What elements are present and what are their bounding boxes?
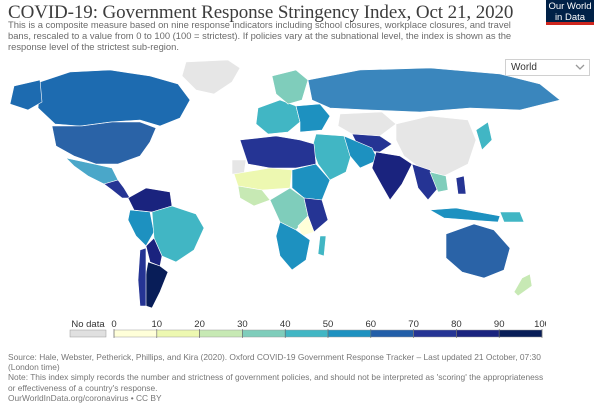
country-canada[interactable] — [37, 69, 191, 127]
legend-bin-1 — [156, 329, 200, 338]
legend-tick-label: 0 — [111, 319, 116, 330]
country-russia[interactable] — [307, 67, 561, 113]
logo-line-2: in Data — [554, 11, 586, 23]
legend-bin-0 — [113, 329, 158, 338]
country-argentina[interactable] — [143, 261, 169, 309]
legend-tick-label: 20 — [194, 319, 205, 330]
legend-tick-label: 30 — [237, 319, 248, 330]
country-papua-new-guinea[interactable] — [499, 211, 525, 223]
source-line-2: (London time) — [8, 362, 60, 373]
region-japan[interactable] — [475, 121, 493, 151]
chevron-down-icon — [575, 64, 585, 70]
legend-bin-7 — [413, 329, 457, 338]
country-indonesia[interactable] — [429, 207, 501, 223]
note-line-2: or effectiveness of a country's response… — [8, 382, 158, 393]
legend-tick-label: 90 — [494, 319, 505, 330]
country-alaska[interactable] — [9, 79, 43, 111]
region-select-value: World — [511, 62, 537, 73]
color-legend: No data 0 10 20 30 40 50 60 70 80 90 100 — [66, 318, 550, 342]
chart-title: COVID-19: Government Response Stringency… — [8, 2, 514, 23]
region-select[interactable]: World — [505, 59, 590, 76]
source-line-1: Source: Hale, Webster, Petherick, Philli… — [8, 352, 541, 362]
country-western-sahara[interactable] — [231, 159, 247, 175]
country-greenland[interactable] — [181, 60, 241, 95]
logo-line-1: Our World — [548, 1, 592, 12]
owid-logo[interactable]: Our World in Data — [546, 0, 594, 25]
region-scandinavia[interactable] — [271, 69, 309, 105]
legend-bin-6 — [370, 329, 414, 338]
legend-no-data-label: No data — [71, 319, 105, 330]
country-philippines[interactable] — [455, 175, 467, 195]
legend-bin-4 — [284, 329, 329, 338]
chart-subtitle: This is a composite measure based on nin… — [8, 19, 512, 52]
chart-footer: Source: Hale, Webster, Petherick, Philli… — [8, 352, 588, 403]
region-western-europe[interactable] — [255, 99, 301, 135]
country-india[interactable] — [371, 151, 413, 201]
legend-scale: No data 0 10 20 30 40 50 60 70 80 90 100 — [69, 319, 550, 338]
country-australia[interactable] — [445, 223, 511, 279]
country-madagascar[interactable] — [317, 235, 327, 257]
region-central-america[interactable] — [103, 179, 131, 199]
legend-bin-2 — [199, 329, 243, 338]
region-north-africa[interactable] — [239, 135, 317, 169]
legend-tick-label: 100 — [534, 319, 546, 330]
country-chile[interactable] — [137, 247, 147, 307]
legend-bin-8 — [456, 329, 500, 338]
country-kazakhstan[interactable] — [337, 111, 397, 137]
legend-tick-label: 60 — [366, 319, 377, 330]
legend-bin-3 — [242, 329, 286, 338]
region-bolivia[interactable] — [145, 237, 163, 267]
legend-bin-5 — [327, 329, 372, 338]
note-line-1: Note: This index simply records the numb… — [8, 372, 544, 383]
source-link[interactable]: OurWorldInData.org/coronavirus • CC BY — [8, 392, 162, 403]
world-map[interactable] — [0, 60, 600, 310]
legend-bin-9 — [498, 329, 543, 338]
legend-tick-label: 10 — [152, 319, 163, 330]
region-east-africa[interactable] — [303, 197, 329, 233]
region-peru[interactable] — [127, 209, 155, 247]
region-iran[interactable] — [343, 135, 379, 169]
legend-tick-label: 70 — [408, 319, 419, 330]
region-southern-africa[interactable] — [275, 221, 311, 271]
legend-tick-label: 50 — [323, 319, 334, 330]
legend-no-data-swatch — [69, 329, 107, 338]
country-new-zealand[interactable] — [513, 273, 533, 297]
region-west-africa[interactable] — [237, 185, 271, 207]
region-southeast-asia[interactable] — [411, 163, 441, 201]
country-usa[interactable] — [51, 121, 157, 165]
legend-tick-label: 40 — [280, 319, 291, 330]
region-indochina[interactable] — [429, 171, 449, 193]
country-china[interactable] — [395, 115, 477, 177]
legend-tick-label: 80 — [451, 319, 462, 330]
region-eastern-europe[interactable] — [295, 103, 331, 133]
